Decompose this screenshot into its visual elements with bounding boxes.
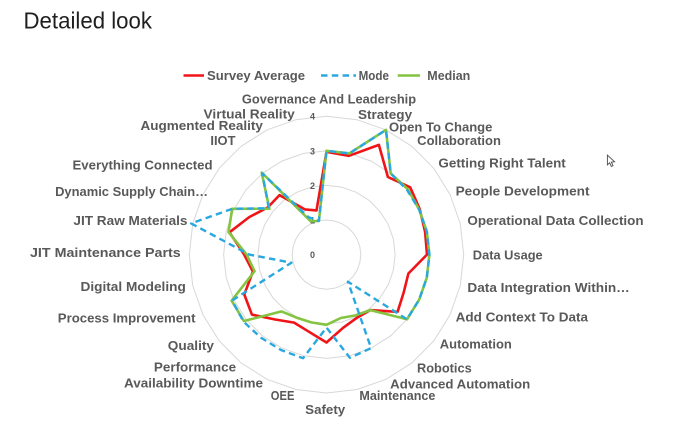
svg-text:Getting Right Talent: Getting Right Talent [438,157,566,171]
svg-text:Collaboration: Collaboration [417,134,501,148]
svg-text:Digital Modeling: Digital Modeling [81,280,186,294]
svg-text:Process Improvement: Process Improvement [58,311,197,325]
svg-text:Performance: Performance [154,360,236,374]
svg-text:Advanced Automation: Advanced Automation [390,378,530,392]
svg-text:2: 2 [310,181,315,191]
svg-text:Strategy: Strategy [358,108,412,122]
svg-text:Augmented Reality: Augmented Reality [141,119,263,133]
svg-text:Add Context To Data: Add Context To Data [456,311,590,325]
svg-text:Operational Data Collection: Operational Data Collection [467,214,643,228]
svg-text:3: 3 [310,146,315,156]
svg-text:Open To Change: Open To Change [389,120,492,134]
svg-text:JIT Maintenance Parts: JIT Maintenance Parts [30,246,181,260]
svg-text:Availability Downtime: Availability Downtime [124,377,263,391]
svg-text:Data Integration Within…: Data Integration Within… [467,281,629,295]
svg-text:Robotics: Robotics [417,362,472,376]
svg-text:Automation: Automation [440,338,512,352]
svg-text:Maintenance: Maintenance [359,389,435,403]
svg-text:Survey Average: Survey Average [207,69,305,83]
svg-text:Dynamic Supply Chain…: Dynamic Supply Chain… [55,185,208,199]
svg-text:People Development: People Development [456,185,591,199]
svg-text:4: 4 [310,112,315,122]
svg-text:Detailed look: Detailed look [24,8,153,34]
svg-text:IIOT: IIOT [210,134,235,148]
svg-text:Governance And Leadership: Governance And Leadership [242,92,417,106]
svg-text:0: 0 [310,250,315,260]
svg-text:Everything Connected: Everything Connected [73,159,213,173]
svg-text:Mode: Mode [359,69,389,83]
svg-text:Safety: Safety [305,403,345,417]
svg-text:Quality: Quality [168,339,214,353]
svg-text:Data Usage: Data Usage [473,249,543,263]
svg-text:JIT Raw Materials: JIT Raw Materials [73,214,187,228]
svg-text:Median: Median [427,69,470,83]
svg-text:OEE: OEE [271,389,295,403]
svg-text:Virtual Reality: Virtual Reality [204,107,295,121]
